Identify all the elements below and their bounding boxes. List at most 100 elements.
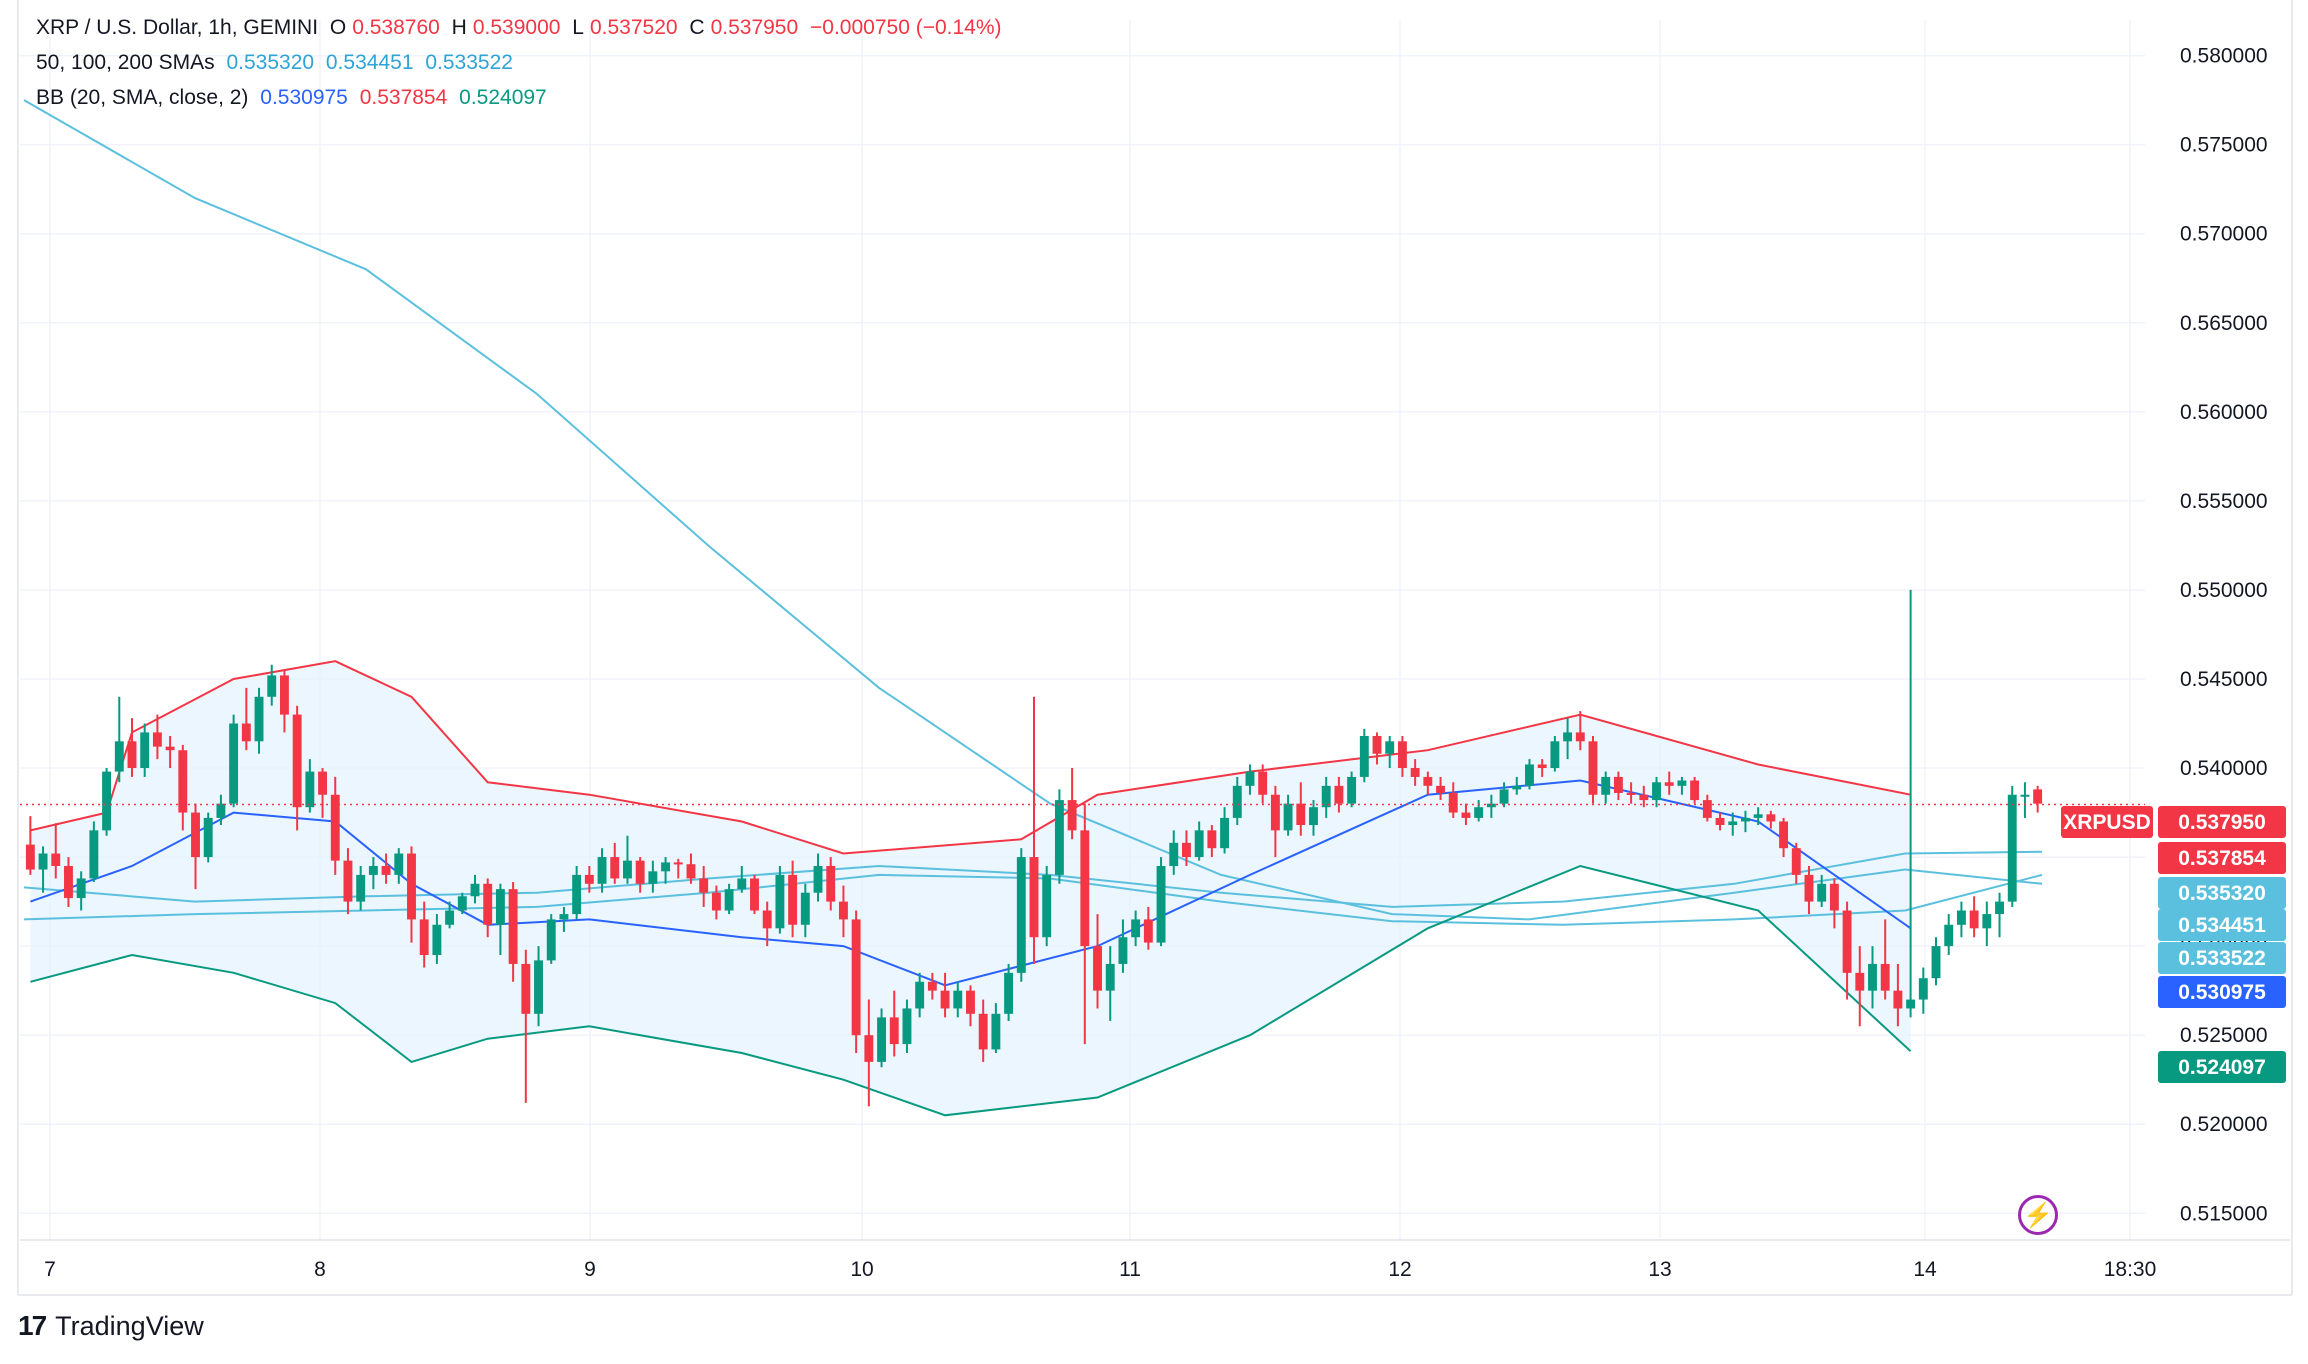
candle [318, 768, 327, 818]
candle [1042, 865, 1052, 947]
candle [267, 664, 277, 706]
candle-body [38, 853, 48, 870]
candles [25, 589, 2043, 1107]
candle-body [356, 874, 366, 902]
y-tick-label: 0.565000 [2180, 312, 2268, 335]
candle-body [229, 723, 239, 804]
candle [165, 735, 175, 769]
candle [750, 874, 759, 915]
candle-body [241, 723, 251, 742]
candle-body [1906, 999, 1916, 1009]
sma100-value: 0.534451 [325, 51, 414, 74]
candle [2033, 785, 2043, 813]
candle [1817, 874, 1827, 907]
candle-body [991, 1013, 1001, 1050]
candle-body [1766, 814, 1776, 822]
candle [1880, 919, 1890, 1000]
lightning-icon[interactable]: ⚡ [2018, 1195, 2058, 1235]
candle [623, 835, 632, 884]
candle [1118, 919, 1128, 973]
candle [305, 759, 315, 813]
candle-body [1982, 914, 1992, 929]
change-value: −0.000750 (−0.14%) [810, 16, 1002, 39]
candle [826, 857, 836, 911]
candle-body [1931, 946, 1941, 979]
candle [1677, 776, 1687, 795]
candle [915, 972, 925, 1018]
candle [1270, 785, 1280, 858]
candle-body [1232, 785, 1242, 818]
value-badge-bg [2158, 942, 2286, 974]
candle [864, 999, 874, 1107]
candle-body [419, 919, 429, 956]
candle [483, 878, 493, 938]
candle [597, 848, 607, 893]
candle [1397, 735, 1407, 777]
candle [203, 812, 213, 863]
legend-ohlc: XRP / U.S. Dollar, 1h, GEMINI O 0.538760 … [36, 16, 1008, 40]
candle-body [940, 990, 950, 1009]
candle [140, 723, 150, 777]
candle-body [1779, 821, 1789, 849]
value-badge-bg [2158, 842, 2286, 874]
candle-body [1334, 785, 1344, 804]
price-badge: 0.534451 [2158, 909, 2286, 941]
candle [1461, 803, 1471, 826]
candle-body [635, 860, 645, 884]
candle-body [1601, 776, 1611, 795]
legend-bb[interactable]: BB (20, SMA, close, 2) 0.530975 0.537854… [36, 86, 553, 110]
candle-body [750, 878, 759, 911]
candle-body [673, 862, 683, 865]
candle-body [1029, 857, 1039, 938]
candle-body [953, 990, 963, 1009]
candle-body [610, 857, 620, 879]
candle-body [1956, 910, 1966, 925]
candle-body [292, 714, 302, 808]
candle [1766, 810, 1776, 829]
candle [1753, 807, 1763, 826]
tradingview-logo[interactable]: 17 TradingView [18, 1310, 204, 1342]
candle-body [1563, 732, 1573, 742]
price-badge: 0.537854 [2158, 842, 2286, 874]
candle-body [51, 853, 61, 866]
candle [1207, 825, 1217, 858]
y-tick-label: 0.520000 [2180, 1113, 2268, 1136]
candle-body [343, 860, 353, 902]
candle-body [966, 990, 975, 1014]
candle [152, 714, 162, 760]
candle-body [1283, 803, 1293, 831]
candle-body [508, 889, 518, 964]
bb-basis-value: 0.530975 [260, 86, 348, 109]
candle [1156, 857, 1166, 947]
candle-body [1385, 741, 1395, 754]
price-badge: 0.524097 [2158, 1051, 2286, 1083]
candle [368, 857, 378, 890]
candle-body [1270, 794, 1280, 831]
symbol-title[interactable]: XRP / U.S. Dollar, 1h, GEMINI [36, 16, 319, 39]
candle [584, 865, 594, 893]
candle-body [597, 857, 607, 884]
x-tick-label: 7 [44, 1258, 56, 1281]
legend-sma[interactable]: 50, 100, 200 SMAs 0.535320 0.534451 0.53… [36, 51, 519, 75]
candle-body [1397, 741, 1407, 769]
candle-body [140, 732, 150, 769]
bollinger-band-fill [30, 661, 1911, 1116]
x-tick-label: 11 [1119, 1258, 1141, 1281]
candle [470, 874, 480, 904]
x-tick-label: 10 [850, 1258, 873, 1281]
candle [1512, 776, 1522, 795]
candle [902, 999, 912, 1053]
candle [38, 846, 48, 893]
candle [1652, 776, 1661, 808]
symbol-badge-bg [2061, 806, 2153, 838]
candle [1093, 914, 1102, 1009]
candle-body [1131, 919, 1141, 938]
candle [991, 1003, 1001, 1053]
candle-body [1512, 785, 1522, 790]
value-badge-text: 0.530975 [2178, 981, 2266, 1004]
candle [1982, 901, 1992, 947]
candle-body [889, 1017, 899, 1045]
candle-body [1347, 776, 1357, 804]
candle [1169, 830, 1179, 875]
